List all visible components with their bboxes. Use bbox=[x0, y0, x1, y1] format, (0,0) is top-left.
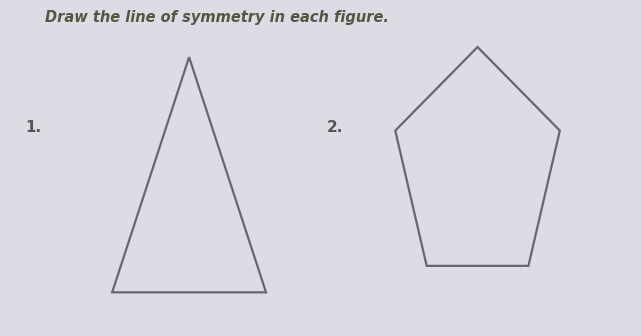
Text: 1.: 1. bbox=[26, 120, 42, 135]
Text: 2.: 2. bbox=[327, 120, 344, 135]
Text: Draw the line of symmetry in each figure.: Draw the line of symmetry in each figure… bbox=[45, 10, 388, 25]
